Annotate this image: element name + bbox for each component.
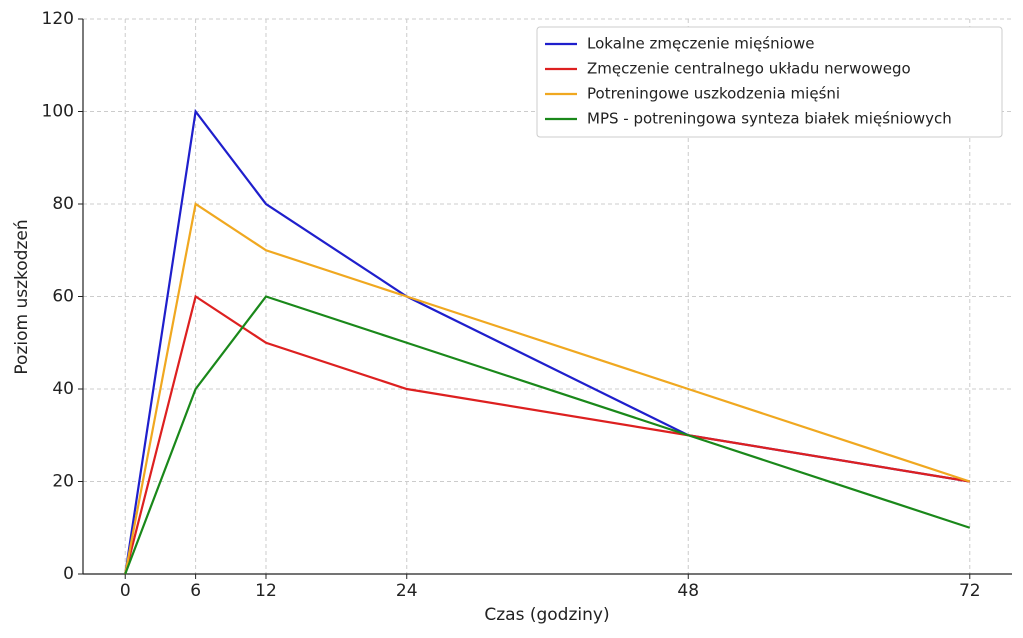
x-tick-label: 48 xyxy=(677,581,699,601)
y-tick-label: 100 xyxy=(42,102,74,122)
legend-label: Potreningowe uszkodzenia mięśni xyxy=(587,85,840,103)
y-tick-label: 60 xyxy=(52,287,74,307)
x-tick-label: 6 xyxy=(190,581,201,601)
y-tick-label: 40 xyxy=(52,379,74,399)
legend-label: MPS - potreningowa synteza białek mięśni… xyxy=(587,110,952,128)
legend-label: Lokalne zmęczenie mięśniowe xyxy=(587,35,814,53)
line-series xyxy=(124,202,971,575)
x-tick-label: 72 xyxy=(959,581,981,601)
x-axis-label: Czas (godziny) xyxy=(484,605,609,625)
y-tick-label: 20 xyxy=(52,472,74,492)
x-tick-label: 24 xyxy=(396,581,418,601)
legend-label: Zmęczenie centralnego układu nerwowego xyxy=(587,60,911,78)
legend-box xyxy=(536,26,1003,138)
y-tick-label: 120 xyxy=(42,9,74,29)
legend: Lokalne zmęczenie mięśniowe Zmęczenie cen… xyxy=(536,26,1003,138)
y-tick-label: 80 xyxy=(52,194,74,214)
y-tick-label: 0 xyxy=(63,564,74,584)
line-series xyxy=(124,294,970,575)
line-series xyxy=(124,295,971,575)
x-tick-label: 0 xyxy=(120,581,131,601)
y-axis-label: Poziom uszkodzeń xyxy=(12,219,32,374)
x-tick-label: 12 xyxy=(255,581,277,601)
